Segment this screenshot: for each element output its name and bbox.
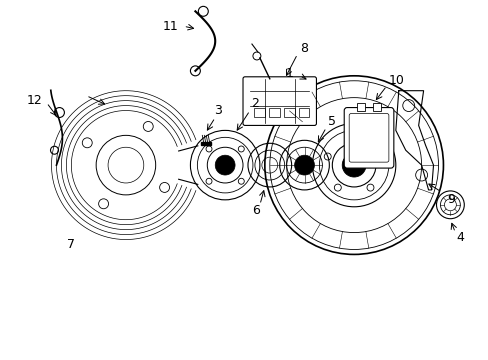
Text: 5: 5 [327, 115, 336, 128]
Text: 11: 11 [163, 20, 178, 33]
Bar [372, 103, 380, 111]
Bar [356, 103, 365, 111]
FancyBboxPatch shape [243, 77, 316, 125]
Circle shape [215, 155, 235, 175]
FancyBboxPatch shape [348, 113, 388, 162]
Text: 8: 8 [300, 41, 308, 54]
Text: 2: 2 [250, 97, 258, 110]
Bar [253, 108, 264, 117]
Circle shape [190, 66, 200, 76]
Circle shape [342, 153, 366, 177]
Circle shape [198, 6, 208, 16]
Text: 12: 12 [27, 94, 42, 107]
Text: 1: 1 [285, 67, 293, 80]
Text: 9: 9 [447, 193, 454, 206]
FancyBboxPatch shape [344, 108, 393, 168]
Text: 3: 3 [214, 104, 222, 117]
Bar [268, 108, 279, 117]
Text: 4: 4 [455, 231, 463, 244]
Text: 6: 6 [251, 204, 259, 217]
Bar [298, 108, 309, 117]
Bar [201, 142, 211, 145]
Circle shape [252, 52, 260, 60]
Text: 7: 7 [67, 238, 75, 251]
Text: 10: 10 [388, 74, 404, 87]
Circle shape [294, 155, 314, 175]
Bar [283, 108, 294, 117]
